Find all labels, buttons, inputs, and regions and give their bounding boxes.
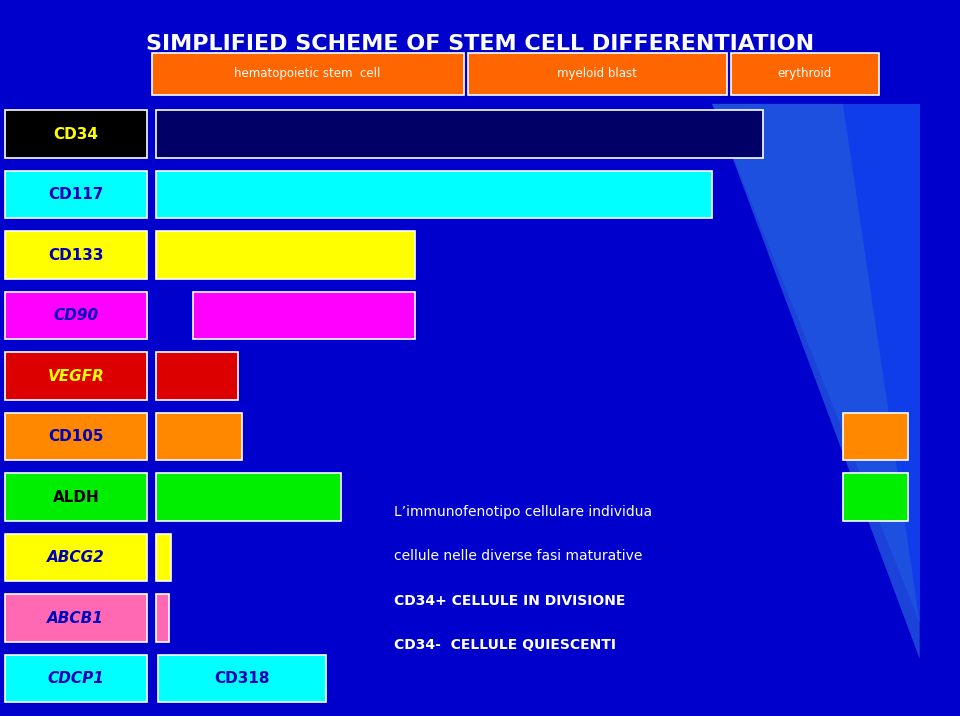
FancyBboxPatch shape — [156, 413, 242, 460]
Text: CD34-  CELLULE QUIESCENTI: CD34- CELLULE QUIESCENTI — [394, 638, 615, 652]
Text: CD318: CD318 — [215, 671, 270, 686]
FancyBboxPatch shape — [5, 594, 147, 642]
Text: CD34+ CELLULE IN DIVISIONE: CD34+ CELLULE IN DIVISIONE — [394, 594, 625, 608]
FancyBboxPatch shape — [5, 352, 147, 400]
FancyBboxPatch shape — [156, 594, 169, 642]
Text: erythroid: erythroid — [778, 67, 832, 80]
FancyBboxPatch shape — [5, 413, 147, 460]
FancyBboxPatch shape — [156, 534, 171, 581]
Text: CD133: CD133 — [48, 248, 104, 263]
FancyBboxPatch shape — [156, 171, 712, 218]
FancyBboxPatch shape — [5, 110, 147, 158]
Text: SIMPLIFIED SCHEME OF STEM CELL DIFFERENTIATION: SIMPLIFIED SCHEME OF STEM CELL DIFFERENT… — [146, 34, 814, 54]
FancyBboxPatch shape — [193, 292, 415, 339]
FancyBboxPatch shape — [158, 655, 326, 702]
FancyBboxPatch shape — [5, 292, 147, 339]
Text: CD34: CD34 — [54, 127, 98, 142]
FancyBboxPatch shape — [5, 171, 147, 218]
FancyBboxPatch shape — [5, 473, 147, 521]
FancyBboxPatch shape — [152, 53, 464, 95]
FancyBboxPatch shape — [156, 110, 763, 158]
FancyBboxPatch shape — [843, 473, 908, 521]
FancyBboxPatch shape — [156, 473, 341, 521]
Polygon shape — [712, 104, 920, 659]
Text: VEGFR: VEGFR — [47, 369, 105, 384]
Text: ABCG2: ABCG2 — [47, 550, 105, 565]
FancyBboxPatch shape — [156, 231, 415, 279]
Text: ABCB1: ABCB1 — [47, 611, 105, 626]
Polygon shape — [712, 104, 920, 623]
Text: L’immunofenotipo cellulare individua: L’immunofenotipo cellulare individua — [394, 505, 652, 519]
Text: CD117: CD117 — [48, 187, 104, 202]
FancyBboxPatch shape — [731, 53, 879, 95]
Text: myeloid blast: myeloid blast — [557, 67, 637, 80]
FancyBboxPatch shape — [468, 53, 727, 95]
Text: ALDH: ALDH — [53, 490, 99, 505]
FancyBboxPatch shape — [843, 413, 908, 460]
Text: CD90: CD90 — [53, 308, 99, 323]
Text: CD105: CD105 — [48, 429, 104, 444]
FancyBboxPatch shape — [5, 231, 147, 279]
FancyBboxPatch shape — [5, 655, 147, 702]
Text: cellule nelle diverse fasi maturative: cellule nelle diverse fasi maturative — [394, 549, 642, 563]
Text: CDCP1: CDCP1 — [47, 671, 105, 686]
Text: hematopoietic stem  cell: hematopoietic stem cell — [234, 67, 381, 80]
FancyBboxPatch shape — [5, 534, 147, 581]
FancyBboxPatch shape — [156, 352, 238, 400]
